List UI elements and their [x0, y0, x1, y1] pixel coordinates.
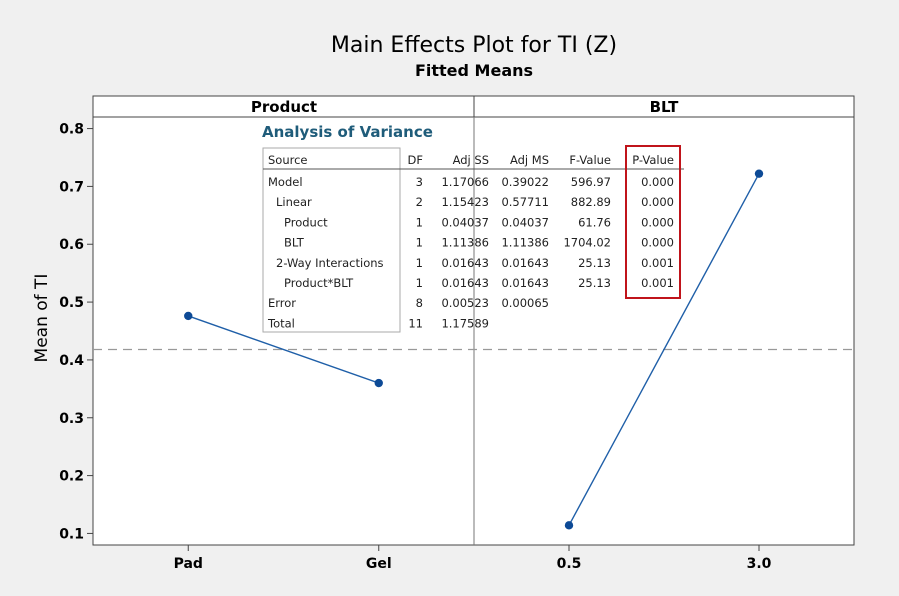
anova-header: DF: [408, 153, 423, 167]
anova-cell-adj-ss: 0.04037: [441, 215, 489, 229]
anova-title: Analysis of Variance: [262, 123, 433, 141]
anova-source-cell: 2-Way Interactions: [276, 256, 384, 270]
anova-cell-adj-ss: 1.15423: [441, 195, 489, 209]
anova-source-cell: BLT: [284, 236, 305, 250]
mean-point-product-1: [374, 378, 383, 388]
effect-line-product: [188, 315, 379, 384]
anova-source-cell: Linear: [276, 195, 312, 209]
y-axis-ticks: 0.1 0.2 0.3 0.4 0.5 0.6 0.7 0.8: [59, 122, 93, 542]
anova-cell-adj-ms: 0.01643: [501, 276, 549, 290]
anova-source-cell: Total: [267, 316, 295, 330]
anova-cell-p-value: 0.000: [641, 236, 674, 250]
anova-cell-f-value: 25.13: [578, 276, 611, 290]
anova-cell-adj-ms: 1.11386: [501, 236, 549, 250]
x-axis-ticks: Pad Gel 0.5 3.0: [174, 545, 772, 572]
anova-table: Analysis of Variance Source DF Adj SS Adj M…: [262, 123, 684, 333]
anova-cell-df: 1: [416, 236, 423, 250]
x-tick-label: 0.5: [557, 556, 582, 572]
y-tick-label: 0.4: [59, 353, 84, 369]
anova-cell-f-value: 25.13: [578, 256, 611, 270]
anova-cell-adj-ms: 0.01643: [501, 256, 549, 270]
mean-point-blt-1: [754, 169, 764, 178]
anova-source-cell: Product*BLT: [284, 276, 354, 290]
anova-cell-df: 2: [416, 195, 423, 209]
anova-cell-adj-ss: 0.00523: [441, 296, 489, 310]
anova-cell-p-value: 0.000: [641, 195, 674, 209]
p-value-highlight-box: [625, 145, 681, 299]
anova-source-box: [262, 147, 401, 333]
y-tick-label: 0.7: [59, 179, 84, 195]
anova-cell-p-value: 0.001: [641, 276, 674, 290]
anova-cell-adj-ms: 0.39022: [501, 175, 549, 189]
x-tick-label: Gel: [366, 556, 392, 572]
y-tick-label: 0.8: [59, 122, 84, 138]
anova-cell-adj-ss: 0.01643: [441, 276, 489, 290]
x-tick-label: 3.0: [747, 556, 772, 572]
anova-cell-p-value: 0.001: [641, 256, 674, 270]
anova-source-cell: Error: [268, 296, 296, 310]
anova-cell-adj-ms: 0.04037: [501, 215, 549, 229]
y-tick-label: 0.5: [59, 295, 84, 311]
anova-cell-adj-ss: 1.11386: [441, 236, 489, 250]
anova-header: Adj SS: [453, 153, 489, 167]
chart-title: Main Effects Plot for TI (Z): [331, 33, 617, 58]
anova-cell-df: 1: [416, 215, 423, 229]
anova-cell-adj-ss: 0.01643: [441, 256, 489, 270]
anova-header: Adj MS: [510, 153, 549, 167]
anova-cell-p-value: 0.000: [641, 175, 674, 189]
chart-subtitle: Fitted Means: [415, 61, 533, 80]
anova-source-cell: Model: [268, 175, 303, 189]
anova-cell-p-value: 0.000: [641, 215, 674, 229]
anova-cell-f-value: 1704.02: [563, 236, 611, 250]
x-tick-label: Pad: [174, 556, 203, 572]
anova-cell-adj-ss: 1.17066: [441, 175, 489, 189]
effect-line-blt: [568, 173, 760, 526]
anova-cell-adj-ss: 1.17589: [441, 316, 489, 330]
anova-cell-adj-ms: 0.00065: [501, 296, 549, 310]
y-tick-label: 0.6: [59, 237, 84, 253]
anova-cell-f-value: 882.89: [571, 195, 611, 209]
mean-point-product-0: [184, 311, 193, 321]
panel-label-blt: BLT: [650, 98, 680, 116]
effect-series: [184, 169, 764, 530]
y-axis-label: Mean of TI: [32, 274, 52, 363]
anova-cell-f-value: 596.97: [571, 175, 611, 189]
anova-header: F-Value: [569, 153, 611, 167]
y-tick-label: 0.1: [59, 526, 84, 542]
y-tick-label: 0.2: [59, 469, 84, 485]
anova-cell-adj-ms: 0.57711: [501, 195, 549, 209]
panel-label-product: Product: [251, 98, 317, 116]
anova-cell-df: 1: [416, 256, 423, 270]
anova-cell-df: 8: [416, 296, 423, 310]
anova-source-cell: Product: [284, 215, 328, 229]
anova-header: P-Value: [632, 153, 674, 167]
anova-cell-df: 3: [416, 175, 423, 189]
anova-header: Source: [268, 153, 308, 167]
anova-cell-df: 1: [416, 276, 423, 290]
y-tick-label: 0.3: [59, 411, 84, 427]
mean-point-blt-0: [564, 521, 574, 530]
anova-cell-df: 11: [408, 316, 423, 330]
anova-cell-f-value: 61.76: [578, 215, 611, 229]
